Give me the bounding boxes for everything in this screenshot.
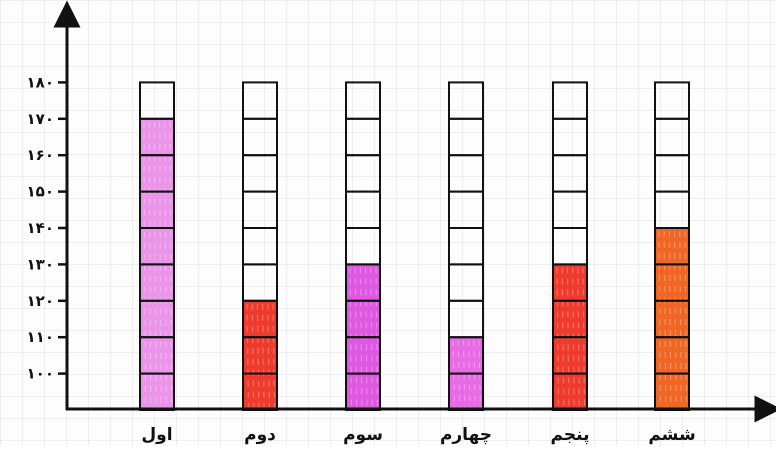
bar-cell-outline — [242, 117, 278, 157]
bar-cell-outline — [552, 227, 588, 266]
bar-column — [654, 81, 690, 412]
bars-layer — [139, 81, 690, 412]
bar-column — [448, 81, 484, 412]
bar-column — [345, 81, 381, 412]
x-category-label: پنجم — [551, 425, 590, 445]
y-tick-label: ۱۷۰ — [27, 110, 54, 128]
bar-texture — [169, 121, 173, 408]
bar-cell-outline — [448, 117, 484, 157]
bar-cell-outline — [242, 190, 278, 230]
bar-cell-outline — [448, 81, 484, 120]
y-tick-label: ۱۵۰ — [27, 183, 54, 201]
bar-texture — [143, 121, 147, 408]
bar-texture — [668, 230, 672, 408]
y-tick-label: ۱۲۰ — [27, 292, 54, 310]
bar-cell-outline — [242, 154, 278, 193]
bar-cell-outline — [345, 190, 381, 230]
axes-layer — [53, 0, 776, 423]
bar-cell-outline — [552, 190, 588, 230]
bar-texture — [148, 121, 152, 408]
bar-texture — [153, 121, 157, 408]
bar-texture — [663, 230, 667, 408]
bar — [243, 300, 277, 410]
bar-cell-outline — [448, 299, 484, 339]
bar-cell-outline — [242, 81, 278, 120]
bar-cell-outline — [139, 81, 175, 120]
bar-cell-outline — [242, 227, 278, 266]
bar-cell-outline — [448, 263, 484, 302]
bar-texture — [658, 230, 662, 408]
bar-texture — [673, 230, 677, 408]
bar-cell-outline — [552, 154, 588, 193]
bar-texture — [159, 121, 162, 408]
bar-column — [242, 81, 278, 412]
bar-cell-outline — [345, 117, 381, 157]
bar-cell-outline — [448, 154, 484, 193]
x-category-label: دوم — [244, 425, 276, 445]
bar-cell-outline — [552, 117, 588, 157]
bar-texture — [164, 121, 167, 408]
y-ticks-layer: ۱۰۰ ۱۱۰ ۱۲۰ ۱۳۰ ۱۴۰ ۱۵۰ ۱۶۰ ۱۷۰ ۱۸۰ — [27, 73, 68, 383]
x-category-label: چهارم — [440, 425, 492, 445]
bar-cell-outline — [654, 190, 690, 230]
bar-texture — [679, 230, 682, 408]
bar-cell-outline — [552, 81, 588, 120]
x-category-label: ششم — [648, 425, 695, 445]
x-labels-layer: اول دوم سوم چهارم پنجم ششم — [141, 425, 695, 445]
y-tick-label: ۱۸۰ — [27, 73, 54, 91]
y-tick-label: ۱۱۰ — [27, 328, 54, 346]
bar-column — [139, 81, 175, 412]
bar — [655, 228, 689, 410]
bar-cell-outline — [654, 154, 690, 193]
bar-cell-outline — [448, 190, 484, 230]
bar-cell-outline — [654, 81, 690, 120]
bar-column — [552, 81, 588, 412]
bar-cell-outline — [345, 81, 381, 120]
x-category-label: سوم — [343, 425, 383, 445]
bar-cell-outline — [448, 227, 484, 266]
bar-cell-outline — [345, 154, 381, 193]
bar-cell-outline — [242, 263, 278, 302]
y-tick-label: ۱۶۰ — [27, 146, 54, 164]
x-category-label: اول — [141, 425, 172, 445]
y-tick-label: ۱۰۰ — [27, 365, 54, 383]
bar-texture — [684, 230, 688, 408]
y-tick-label: ۱۳۰ — [27, 255, 54, 273]
bar-cell-outline — [654, 117, 690, 157]
bar-cell-outline — [345, 227, 381, 266]
y-tick-label: ۱۴۰ — [27, 219, 54, 237]
